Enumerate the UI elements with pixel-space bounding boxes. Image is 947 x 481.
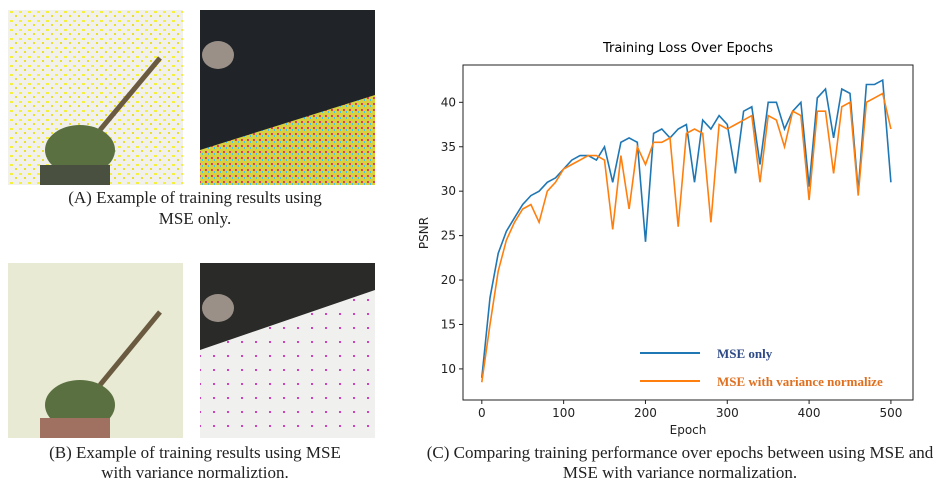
x-tick-label: 300: [716, 406, 739, 420]
y-axis-label: PSNR: [417, 217, 431, 249]
x-tick-label: 200: [634, 406, 657, 420]
x-tick-label: 0: [478, 406, 486, 420]
y-tick-label: 10: [441, 362, 456, 376]
x-tick-label: 500: [879, 406, 902, 420]
y-tick-label: 40: [441, 95, 456, 109]
y-tick-label: 35: [441, 140, 456, 154]
caption: (C) Comparing training performance over …: [427, 443, 934, 462]
caption: with variance normaliztion.: [101, 463, 288, 481]
image-a2: [200, 10, 375, 185]
data-line: [481, 78, 892, 378]
data-line: [481, 92, 892, 383]
image-b1: [8, 263, 183, 438]
image-b2: [200, 263, 375, 438]
legend-label: MSE only: [717, 346, 773, 361]
plot-frame: [462, 64, 914, 401]
caption: (B) Example of training results using MS…: [49, 443, 341, 462]
x-tick-label: 400: [798, 406, 821, 420]
legend-label: MSE with variance normalize: [717, 374, 883, 389]
caption: MSE only.: [159, 209, 232, 228]
x-axis-label: Epoch: [670, 423, 707, 437]
caption: (A) Example of training results using: [68, 188, 322, 207]
chart-title: Training Loss Over Epochs: [602, 41, 773, 56]
caption: MSE with variance normalization.: [563, 463, 797, 481]
x-tick-label: 100: [552, 406, 575, 420]
y-tick-label: 25: [441, 229, 456, 243]
y-tick-label: 30: [441, 184, 456, 198]
image-a1: [8, 10, 183, 185]
y-tick-label: 20: [441, 273, 456, 287]
y-tick-label: 15: [441, 317, 456, 331]
